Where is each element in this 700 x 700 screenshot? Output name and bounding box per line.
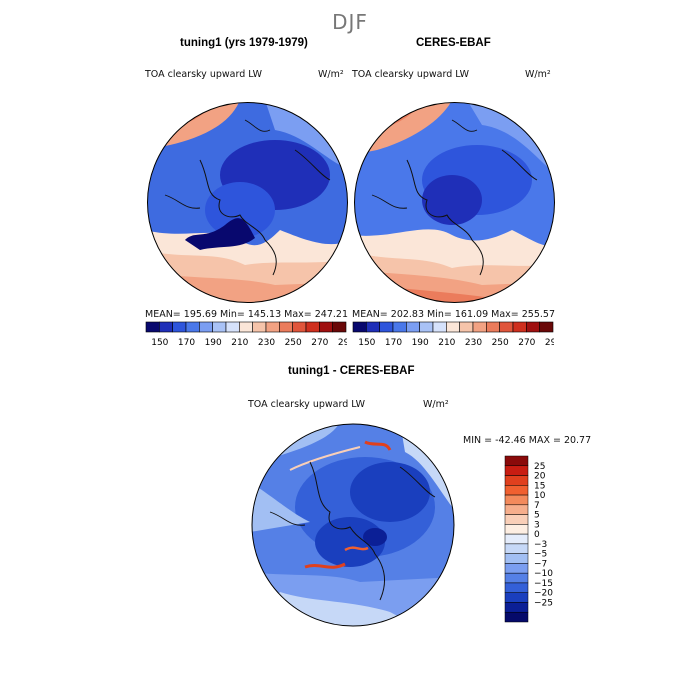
- colorbar-tick-label: 250: [492, 338, 509, 348]
- diff-colorbar-swatch: [504, 455, 529, 467]
- colorbar-swatch: [352, 321, 367, 333]
- panel-1-variable: TOA clearsky upward LW: [145, 69, 263, 80]
- colorbar-tick-label: 250: [285, 338, 302, 348]
- diff-colorbar-swatch: [504, 592, 529, 603]
- colorbar-swatch: [332, 321, 347, 333]
- panel-2-map: [354, 102, 555, 303]
- diff-colorbar-swatch: [504, 475, 529, 486]
- diff-panel-title: tuning1 - CERES-EBAF: [288, 365, 415, 377]
- colorbar-swatch: [432, 321, 447, 333]
- colorbar-swatch: [212, 321, 227, 333]
- panel-2-stats: MEAN= 202.83 Min= 161.09 Max= 255.57: [352, 309, 556, 320]
- colorbar-swatch: [199, 321, 213, 333]
- colorbar-swatch: [486, 321, 500, 333]
- panel-1-colorbar: 150 170 190 210 230 250 270 290: [145, 321, 347, 348]
- diff-colorbar-tick-label: 10: [534, 491, 546, 501]
- diff-colorbar-tick-label: 5: [534, 511, 540, 521]
- diff-colorbar-swatch: [504, 563, 529, 574]
- colorbar-swatch: [499, 321, 514, 333]
- diff-colorbar-swatch: [504, 533, 529, 545]
- diff-colorbar-tick-label: 15: [534, 481, 545, 491]
- colorbar-swatch: [406, 321, 420, 333]
- colorbar-swatch: [539, 321, 554, 333]
- panel-1-stats: MEAN= 195.69 Min= 145.13 Max= 247.21: [145, 309, 349, 320]
- diff-colorbar-swatch: [504, 465, 529, 476]
- diff-colorbar-swatch: [504, 543, 529, 554]
- colorbar-swatch: [239, 321, 253, 333]
- colorbar-swatch: [446, 321, 460, 333]
- diff-colorbar-tick-label: 25: [534, 462, 545, 472]
- panel-1-units: W/m²: [318, 69, 344, 80]
- colorbar-swatch: [292, 321, 307, 333]
- colorbar-swatch: [526, 321, 540, 333]
- colorbar-tick-label: 170: [178, 338, 195, 348]
- panel-2-variable: TOA clearsky upward LW: [352, 69, 470, 80]
- diff-colorbar-tick-label: 3: [534, 520, 540, 530]
- colorbar-swatch: [279, 321, 293, 333]
- colorbar-swatch: [265, 321, 280, 333]
- colorbar-swatch: [145, 321, 160, 333]
- diff-colorbar-swatch: [504, 494, 529, 506]
- diff-panel-units: W/m²: [423, 399, 449, 410]
- colorbar-tick-label: 190: [412, 338, 429, 348]
- colorbar-swatch: [379, 321, 394, 333]
- diff-colorbar-tick-label: −3: [534, 540, 547, 550]
- colorbar-swatch: [366, 321, 380, 333]
- colorbar-swatch: [392, 321, 407, 333]
- diff-panel-map: [251, 423, 455, 627]
- colorbar-swatch: [419, 321, 434, 333]
- colorbar-swatch: [319, 321, 333, 333]
- colorbar-swatch: [305, 321, 320, 333]
- colorbar-swatch: [472, 321, 487, 333]
- panel-2-units: W/m²: [525, 69, 551, 80]
- colorbar-tick-label: 270: [311, 338, 328, 348]
- colorbar-tick-label: 150: [151, 338, 168, 348]
- diff-colorbar-tick-label: 0: [534, 530, 540, 540]
- diff-colorbar-tick-label: −20: [534, 589, 553, 599]
- colorbar-swatch: [459, 321, 474, 333]
- panel-2-title: CERES-EBAF: [416, 37, 491, 49]
- diff-colorbar-tick-label: −25: [534, 598, 553, 608]
- colorbar-tick-label: 170: [385, 338, 402, 348]
- diff-colorbar-tick-label: 7: [534, 501, 540, 511]
- diff-colorbar-swatch: [504, 572, 529, 584]
- season-title: DJF: [332, 10, 368, 34]
- diff-panel-stats: MIN = -42.46 MAX = 20.77: [463, 435, 592, 446]
- diff-colorbar-tick-label: −10: [534, 569, 553, 579]
- colorbar-swatch: [185, 321, 200, 333]
- colorbar-swatch: [512, 321, 527, 333]
- diff-colorbar-swatch: [504, 514, 529, 525]
- colorbar-tick-label: 150: [358, 338, 375, 348]
- colorbar-tick-label: 270: [518, 338, 535, 348]
- colorbar-swatch: [172, 321, 187, 333]
- diff-colorbar-swatch: [504, 611, 529, 623]
- colorbar-swatch: [225, 321, 240, 333]
- colorbar-tick-label: 230: [465, 338, 482, 348]
- panel-2-colorbar: 150 170 190 210 230 250 270 290: [352, 321, 554, 348]
- diff-colorbar-tick-label: −5: [534, 550, 547, 560]
- colorbar-tick-label: 210: [438, 338, 455, 348]
- colorbar-tick-label: 210: [231, 338, 248, 348]
- diff-colorbar-tick-label: −7: [534, 559, 547, 569]
- diff-colorbar-tick-label: −15: [534, 579, 553, 589]
- diff-panel-variable: TOA clearsky upward LW: [248, 399, 366, 410]
- panel-1-map: [147, 102, 348, 303]
- colorbar-tick-label: 290: [338, 338, 347, 348]
- diff-colorbar-swatch: [504, 524, 529, 535]
- diff-colorbar-tick-label: 20: [534, 472, 546, 482]
- colorbar-tick-label: 230: [258, 338, 275, 348]
- panel-1-title: tuning1 (yrs 1979-1979): [180, 37, 308, 49]
- colorbar-swatch: [252, 321, 267, 333]
- diff-colorbar-swatch: [504, 485, 529, 496]
- diff-colorbar-swatch: [504, 504, 529, 515]
- colorbar-tick-label: 290: [545, 338, 554, 348]
- colorbar-swatch: [159, 321, 173, 333]
- colorbar-tick-label: 190: [205, 338, 222, 348]
- diff-colorbar-swatch: [504, 582, 529, 593]
- diff-colorbar-swatch: [504, 553, 529, 564]
- diff-colorbar-swatch: [504, 602, 529, 613]
